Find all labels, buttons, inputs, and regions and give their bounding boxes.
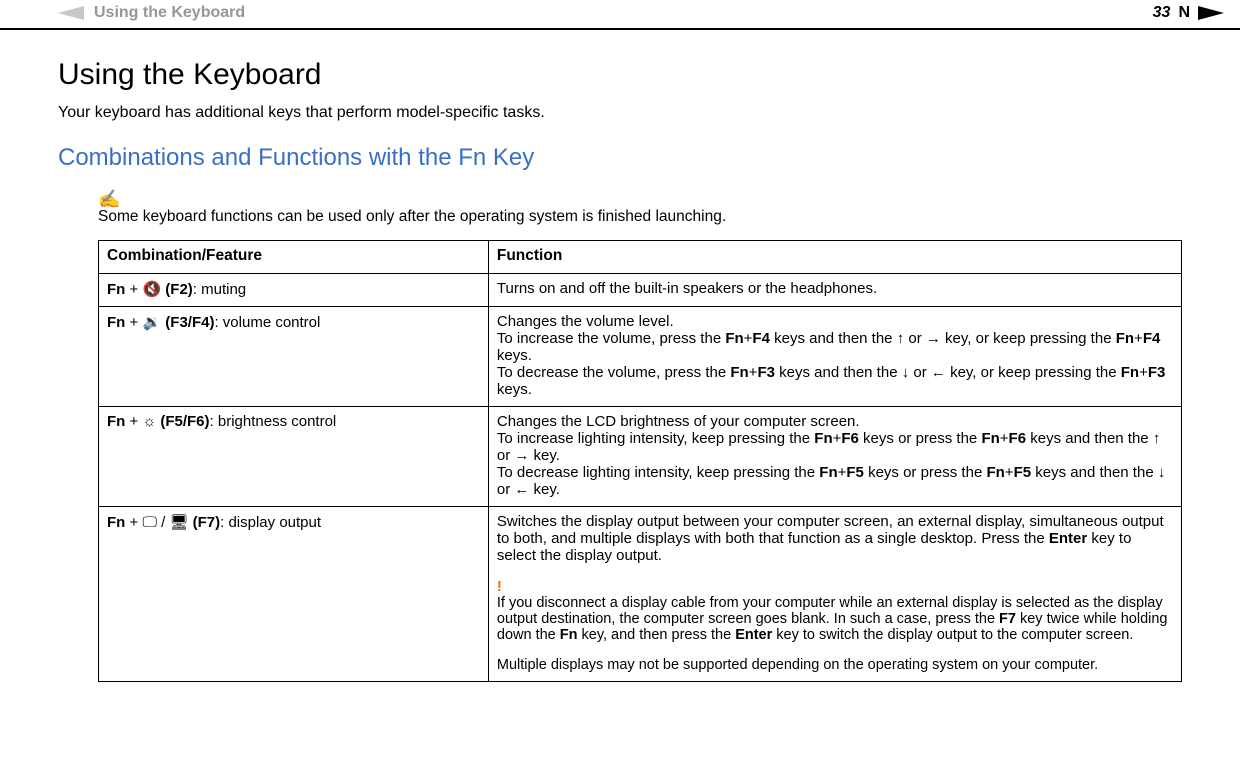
arrow-up-icon: ↑	[1153, 430, 1161, 447]
mute-icon: 🔇	[142, 281, 161, 298]
combo-plus: +	[125, 413, 142, 430]
table-header-row: Combination/Feature Function	[99, 241, 1182, 274]
combo-keys: (F3/F4)	[161, 314, 214, 331]
page-header: Using the Keyboard 33 N	[0, 0, 1240, 30]
table-row: Fn + 🔇 (F2): muting Turns on and off the…	[99, 274, 1182, 307]
nav-next-icon[interactable]	[1198, 6, 1224, 20]
intro-text: Your keyboard has additional keys that p…	[58, 104, 1182, 122]
combo-plus: +	[125, 314, 142, 331]
page-number: 33	[1153, 4, 1171, 22]
nav-prev-icon[interactable]	[58, 6, 84, 20]
section-heading: Combinations and Functions with the Fn K…	[58, 144, 1182, 172]
page-content: Using the Keyboard Your keyboard has add…	[0, 30, 1240, 712]
combo-label: : volume control	[214, 314, 320, 331]
combo-cell: Fn + 🖵 / 🖥 (F7): display output	[99, 507, 489, 682]
page-number-area: 33 N	[1153, 4, 1224, 22]
combo-fn: Fn	[107, 413, 125, 430]
header-function: Function	[488, 241, 1181, 274]
combo-label: : muting	[193, 281, 246, 298]
func-line: To increase the volume, press the Fn+F4 …	[497, 330, 1173, 364]
combo-fn: Fn	[107, 281, 125, 298]
note-block: ✍ Some keyboard functions can be used on…	[98, 190, 1182, 226]
func-paragraph: Switches the display output between your…	[497, 513, 1173, 564]
display-icon: 🖵 / 🖥	[142, 514, 188, 531]
breadcrumb-area: Using the Keyboard	[58, 4, 245, 22]
combo-keys: (F7)	[188, 514, 220, 531]
breadcrumb: Using the Keyboard	[94, 4, 245, 22]
func-cell: Switches the display output between your…	[488, 507, 1181, 682]
combo-plus: +	[125, 281, 142, 298]
arrow-left-icon: ←	[931, 364, 946, 381]
header-combination: Combination/Feature	[99, 241, 489, 274]
func-line: Changes the volume level.	[497, 313, 1173, 330]
combo-label: : display output	[220, 514, 321, 531]
note-text: Some keyboard functions can be used only…	[98, 208, 1182, 226]
func-cell: Turns on and off the built-in speakers o…	[488, 274, 1181, 307]
volume-icon: 🔉	[142, 314, 161, 331]
combo-cell: Fn + ☼ (F5/F6): brightness control	[99, 407, 489, 507]
arrow-right-icon: →	[514, 447, 529, 464]
func-note: Multiple displays may not be supported d…	[497, 657, 1173, 673]
combo-plus: +	[125, 514, 142, 531]
combo-cell: Fn + 🔉 (F3/F4): volume control	[99, 307, 489, 407]
func-line: Changes the LCD brightness of your compu…	[497, 413, 1173, 430]
arrow-left-icon: ←	[514, 481, 529, 498]
func-line: To increase lighting intensity, keep pre…	[497, 430, 1173, 464]
func-line: To decrease lighting intensity, keep pre…	[497, 464, 1173, 498]
pencil-note-icon: ✍	[98, 190, 1182, 208]
warning-text: If you disconnect a display cable from y…	[497, 595, 1173, 643]
combo-keys: (F2)	[161, 281, 193, 298]
arrow-down-icon: ↓	[1158, 464, 1166, 481]
warning-icon: !	[497, 578, 1173, 595]
combo-cell: Fn + 🔇 (F2): muting	[99, 274, 489, 307]
table-row: Fn + 🔉 (F3/F4): volume control Changes t…	[99, 307, 1182, 407]
combo-keys: (F5/F6)	[156, 413, 209, 430]
func-line: To decrease the volume, press the Fn+F3 …	[497, 364, 1173, 398]
table-row: Fn + 🖵 / 🖥 (F7): display output Switches…	[99, 507, 1182, 682]
brightness-icon: ☼	[142, 413, 156, 430]
page-title: Using the Keyboard	[58, 58, 1182, 92]
func-cell: Changes the volume level. To increase th…	[488, 307, 1181, 407]
func-cell: Changes the LCD brightness of your compu…	[488, 407, 1181, 507]
table-row: Fn + ☼ (F5/F6): brightness control Chang…	[99, 407, 1182, 507]
combo-fn: Fn	[107, 314, 125, 331]
combo-label: : brightness control	[210, 413, 337, 430]
combo-fn: Fn	[107, 514, 125, 531]
fn-key-table: Combination/Feature Function Fn + 🔇 (F2)…	[98, 240, 1182, 682]
func-text: Turns on and off the built-in speakers o…	[497, 280, 877, 297]
n-label: N	[1178, 4, 1190, 22]
arrow-right-icon: →	[926, 330, 941, 347]
